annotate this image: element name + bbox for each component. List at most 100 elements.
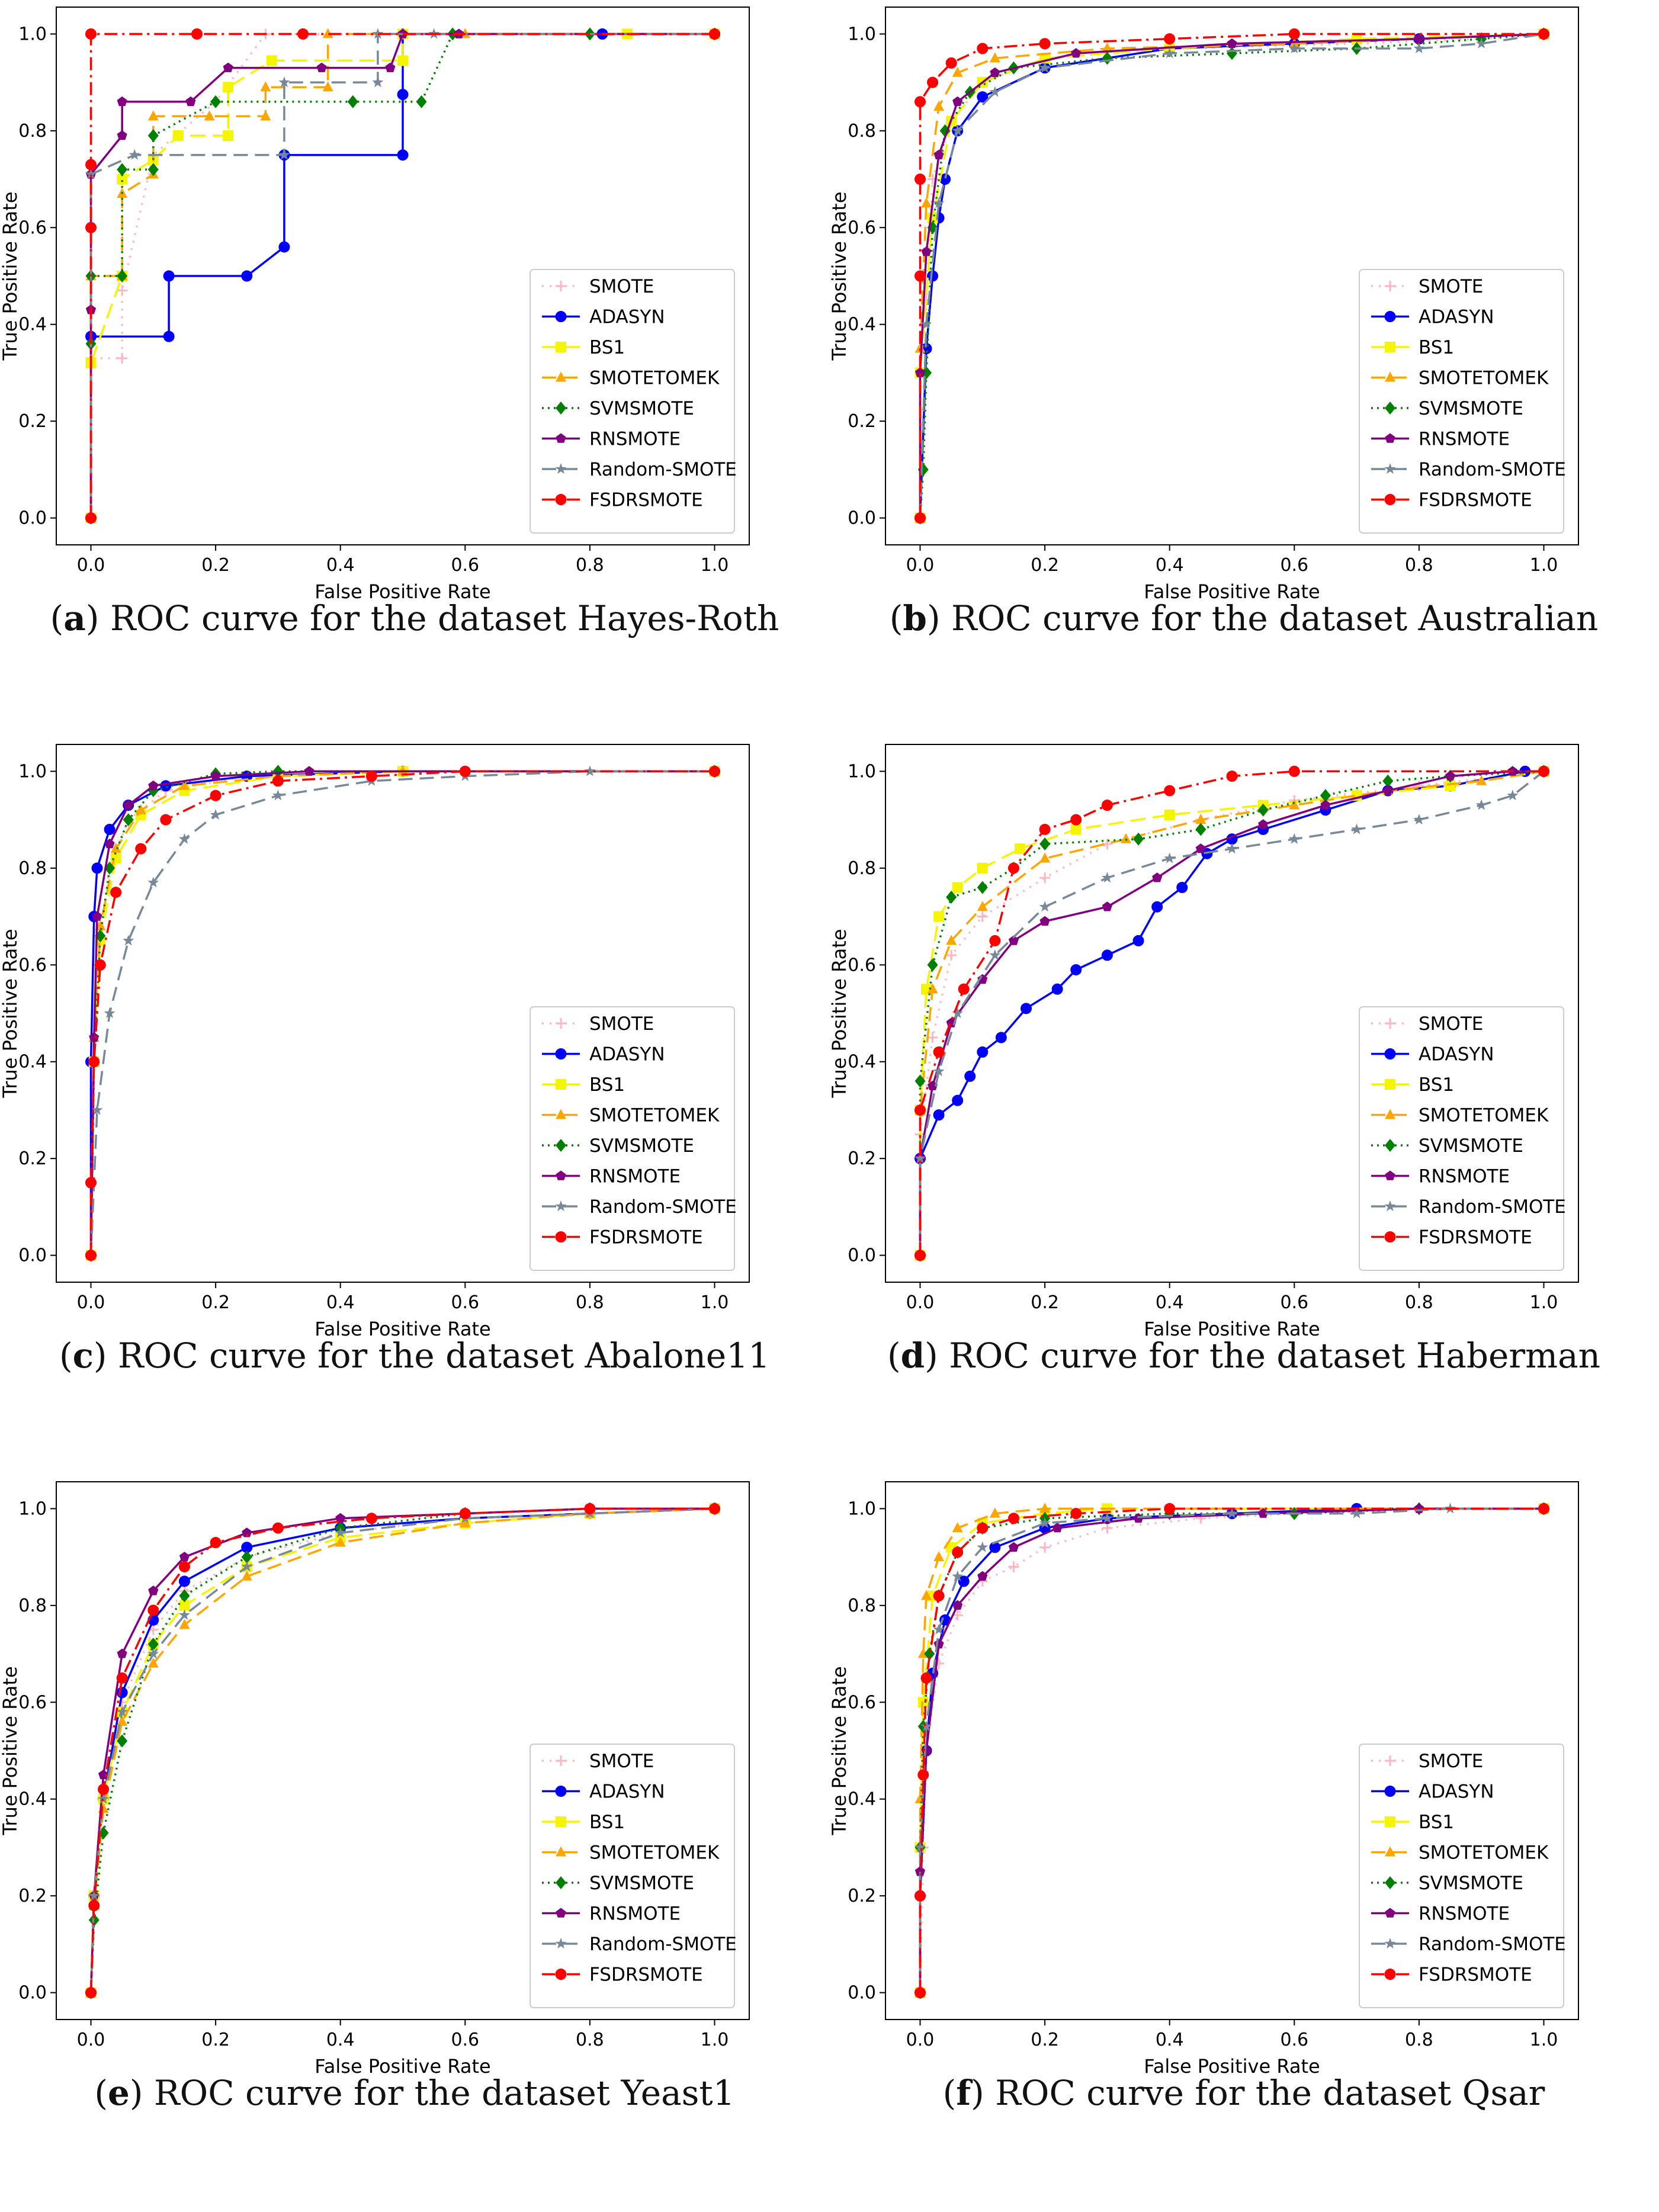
data-point <box>147 1638 159 1651</box>
data-point <box>928 1080 938 1090</box>
x-tick-label: 0.2 <box>1031 1292 1059 1313</box>
data-point <box>1351 823 1363 834</box>
data-point <box>163 270 175 282</box>
data-point <box>1382 774 1394 788</box>
data-point <box>1008 1561 1019 1572</box>
data-point <box>1014 843 1025 855</box>
legend-label: ADASYN <box>589 1781 665 1803</box>
legend-item: SMOTE <box>542 1751 654 1772</box>
legend-item: Random-SMOTE <box>542 1934 737 1955</box>
x-tick-label: 0.2 <box>201 1292 230 1313</box>
data-point <box>85 1987 97 1999</box>
data-point <box>116 1706 128 1717</box>
data-point <box>933 1046 945 1058</box>
data-point <box>1101 949 1113 961</box>
legend-marker <box>1384 1200 1396 1212</box>
data-point <box>241 1561 253 1572</box>
caption-f: (f) ROC curve for the dataset Qsar <box>942 2073 1545 2113</box>
data-point <box>117 1734 128 1748</box>
legend-item: SMOTE <box>542 276 654 297</box>
data-point <box>117 269 128 282</box>
data-point <box>98 1793 110 1804</box>
legend-marker <box>556 1876 566 1889</box>
data-point <box>952 1546 964 1558</box>
legend-item: BS1 <box>1371 1074 1454 1096</box>
legend-item: RNSMOTE <box>1371 1903 1510 1925</box>
data-point <box>272 775 284 787</box>
y-tick-label: 0.0 <box>18 1245 47 1266</box>
legend-b: SMOTE ADASYN BS1 SMOTETOMEK SVMSMOTE RNSMOTE R… <box>1359 269 1566 534</box>
data-point <box>1538 28 1549 40</box>
legend-label: FSDRSMOTE <box>589 1964 703 1986</box>
data-point <box>1039 837 1051 850</box>
data-point <box>347 95 358 108</box>
data-point <box>272 789 284 801</box>
data-point <box>1413 42 1425 53</box>
data-point <box>914 174 926 185</box>
legend-label: BS1 <box>589 1812 625 1833</box>
legend-marker <box>556 402 566 415</box>
data-point <box>1320 800 1331 810</box>
legend-box <box>530 269 735 534</box>
caption-b-text: ROC curve for the dataset Australian <box>951 598 1599 638</box>
data-point <box>1101 872 1113 883</box>
data-point <box>1039 38 1051 50</box>
legend-marker <box>1385 342 1395 352</box>
data-point <box>933 100 945 111</box>
data-point <box>946 949 957 961</box>
caption-d-text: ROC curve for the dataset Haberman <box>949 1335 1601 1376</box>
legend-label: SMOTETOMEK <box>589 1105 720 1126</box>
legend-a: SMOTE ADASYN BS1 SMOTETOMEK SVMSMOTE RNSMOTE R… <box>530 269 737 534</box>
data-point <box>1445 770 1456 781</box>
y-tick-label: 0.6 <box>18 955 47 975</box>
legend-label: SMOTE <box>1419 1013 1483 1035</box>
data-point <box>1226 843 1238 854</box>
caption-c: (c) ROC curve for the dataset Abalone11 <box>59 1335 771 1376</box>
legend-marker <box>1384 1938 1396 1949</box>
caption-c-text: ROC curve for the dataset Abalone11 <box>117 1335 771 1376</box>
data-point <box>977 901 988 911</box>
caption-d: (d) ROC curve for the dataset Haberman <box>887 1335 1601 1376</box>
data-point <box>260 81 271 92</box>
data-point <box>91 862 103 874</box>
data-point <box>135 843 147 855</box>
legend-marker <box>1384 1969 1396 1980</box>
legend-marker <box>556 1109 566 1119</box>
x-tick-label: 0.2 <box>1031 2030 1059 2050</box>
y-axis-label: True Positive Rate <box>0 1666 21 1835</box>
data-point <box>920 1672 932 1684</box>
legend-item: RNSMOTE <box>542 429 681 450</box>
x-tick-label: 0.4 <box>326 2030 355 2050</box>
y-tick-label: 1.0 <box>848 1498 876 1519</box>
data-point <box>921 197 932 208</box>
y-tick-label: 0.6 <box>848 217 876 238</box>
roc-chart-f: 0.0 0.0 0.2 0.2 0.4 0.4 0.6 0.6 0.8 0.8 1.0 1.0 Fals… <box>828 1475 1658 2212</box>
data-point <box>1008 935 1019 945</box>
data-point <box>385 62 396 72</box>
legend-item: BS1 <box>542 337 625 358</box>
y-tick-label: 0.8 <box>848 1595 876 1616</box>
data-point <box>1507 789 1519 801</box>
data-point <box>914 367 926 377</box>
legend-item: BS1 <box>1371 1812 1454 1833</box>
data-point <box>1102 1523 1113 1534</box>
legend-e: SMOTE ADASYN BS1 SMOTETOMEK SVMSMOTE RNSMOTE R… <box>530 1744 737 2008</box>
legend-label: SVMSMOTE <box>1419 1135 1523 1157</box>
data-point <box>952 124 964 136</box>
legend-item: SVMSMOTE <box>1371 1873 1523 1894</box>
y-axis-label: True Positive Rate <box>0 929 21 1098</box>
legend-marker <box>1385 1170 1395 1180</box>
data-point <box>210 789 222 801</box>
data-point <box>1071 48 1082 58</box>
roc-chart-d: 0.0 0.0 0.2 0.2 0.4 0.4 0.6 0.6 0.8 0.8 1.0 1.0 Fals… <box>828 737 1658 1475</box>
x-axis-label: False Positive Rate <box>315 580 490 603</box>
x-tick-label: 0.0 <box>906 555 935 576</box>
legend-marker <box>555 463 567 474</box>
data-point <box>179 1552 190 1562</box>
data-point <box>1133 832 1144 846</box>
roc-chart-b: 0.0 0.0 0.2 0.2 0.4 0.4 0.6 0.6 0.8 0.8 1.0 1.0 Fals… <box>828 0 1658 737</box>
x-tick-label: 0.2 <box>201 555 230 576</box>
legend-marker <box>1385 1816 1395 1827</box>
legend-marker <box>556 1170 566 1180</box>
series-line <box>919 770 1544 1256</box>
